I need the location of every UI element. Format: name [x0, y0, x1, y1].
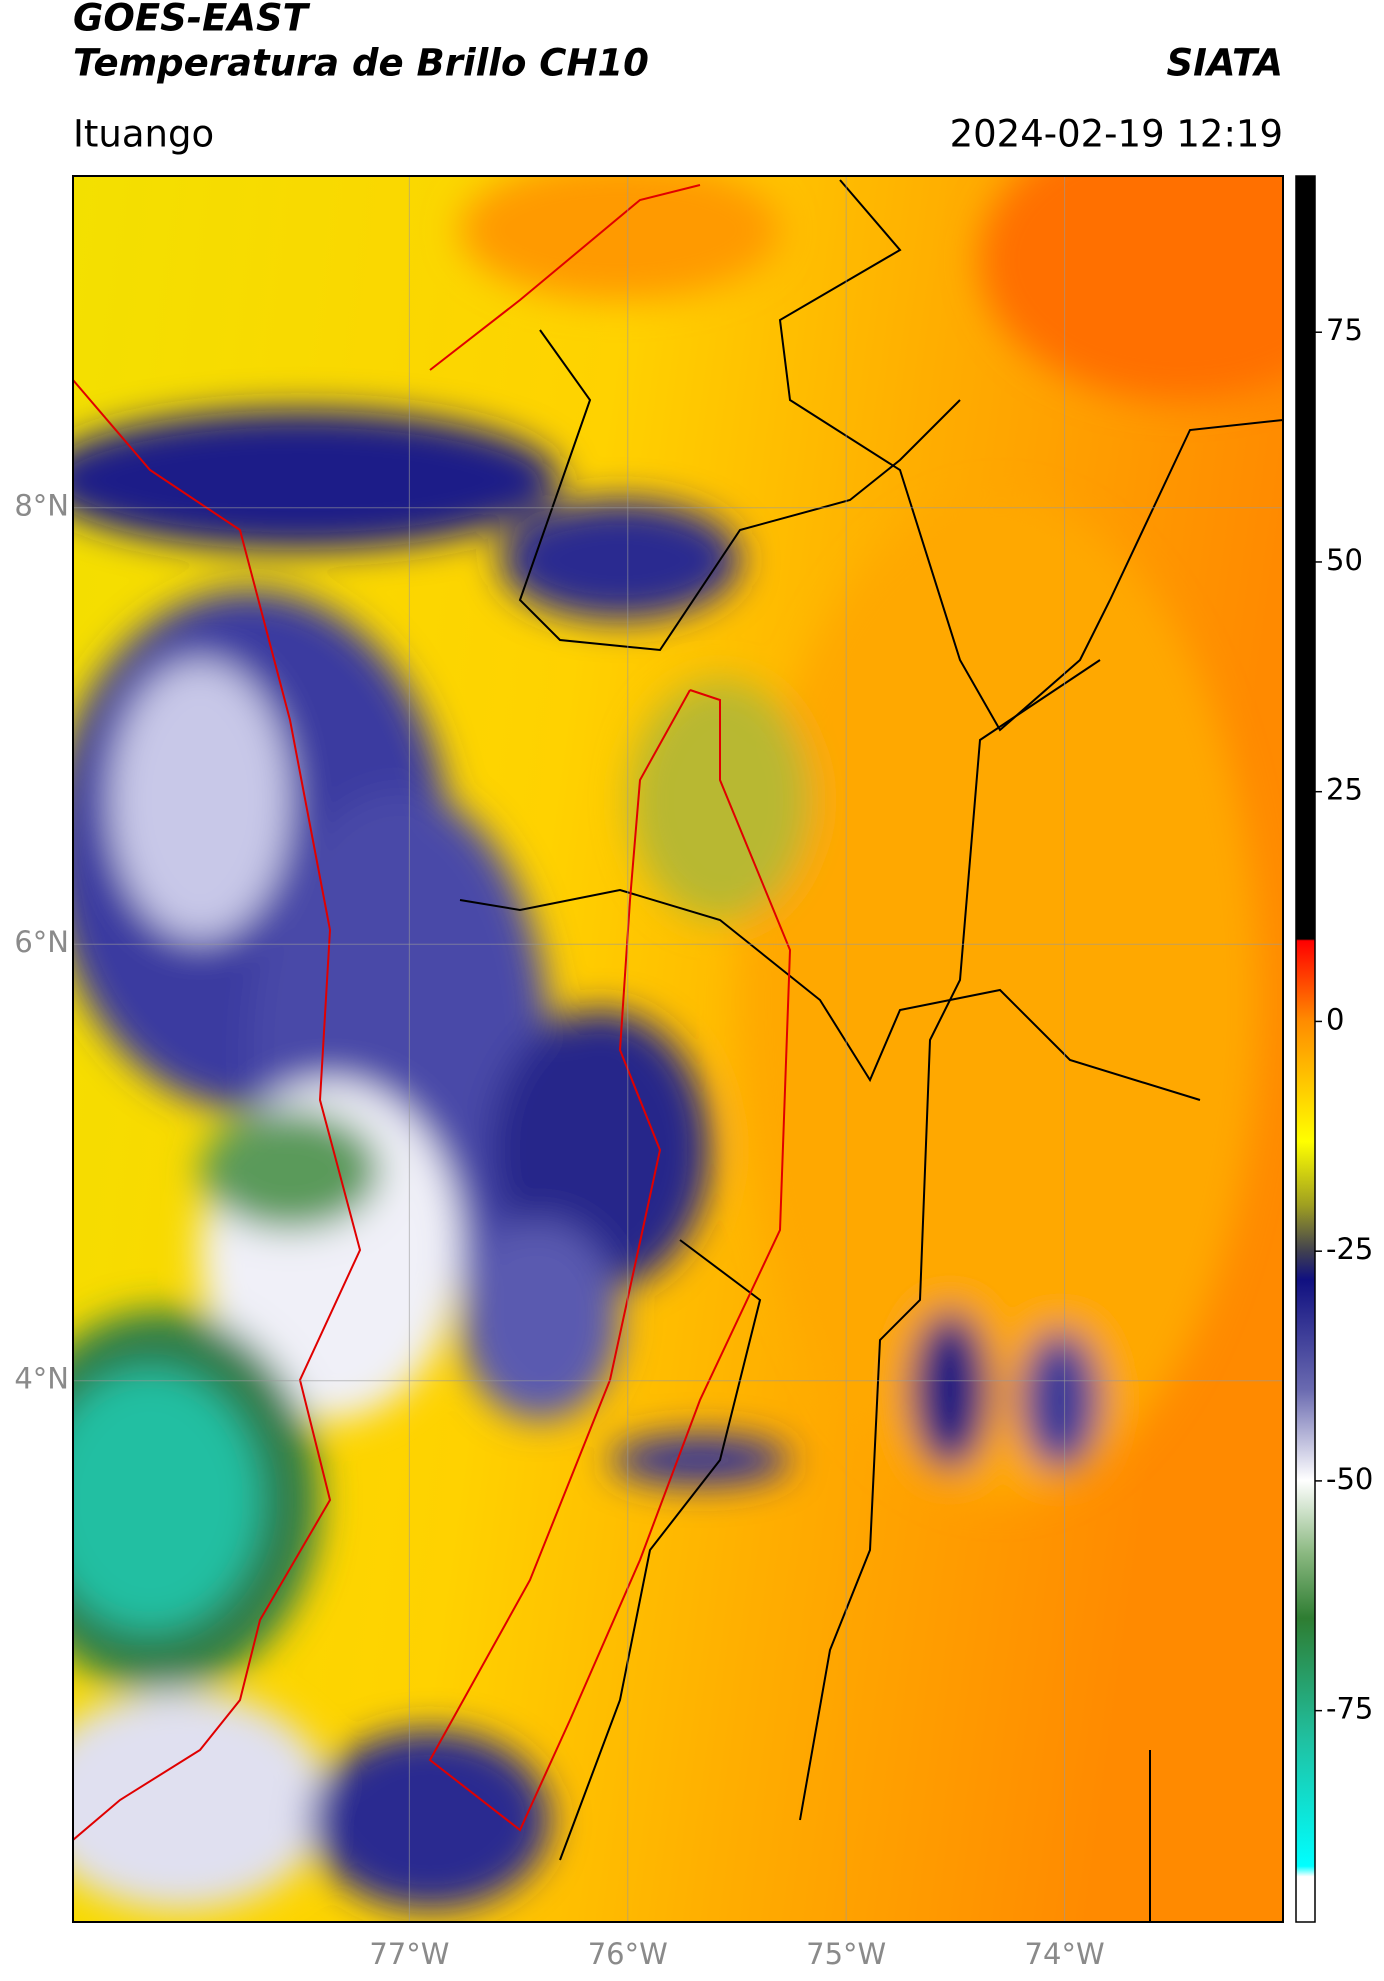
department-border	[73, 184, 792, 1841]
lat-tick-label: 8°N	[14, 489, 69, 523]
colorbar-tick-label: 50	[1326, 543, 1363, 577]
lon-tick-label: 75°W	[806, 1937, 886, 1971]
graticule	[73, 176, 1283, 1922]
cloud-field	[73, 176, 1283, 1910]
subtitle: Temperatura de Brillo CH10	[73, 42, 649, 85]
location: Ituango	[73, 113, 214, 156]
colorbar-tick-label: -25	[1326, 1232, 1373, 1266]
colorbar-tick-label: 75	[1326, 313, 1363, 347]
datetime: 2024-02-19 12:19	[950, 113, 1283, 156]
lon-tick-label: 74°W	[1025, 1937, 1105, 1971]
colorbar-tick-label: -50	[1326, 1462, 1373, 1496]
map-frame	[72, 175, 1284, 1923]
lon-tick-label: 77°W	[369, 1937, 449, 1971]
satellite-image	[73, 176, 1283, 1922]
admin-borders	[459, 179, 1283, 1922]
colorbar-tick-label: -75	[1326, 1692, 1373, 1726]
colorbar-tick-label: 0	[1326, 1002, 1344, 1036]
colorbar	[1295, 175, 1316, 1923]
title: GOES-EAST	[73, 0, 311, 40]
lat-tick-label: 6°N	[14, 925, 69, 959]
source: SIATA	[1166, 42, 1283, 85]
lat-tick-label: 4°N	[14, 1362, 69, 1396]
lon-tick-label: 76°W	[588, 1937, 668, 1971]
colorbar-tick-label: 25	[1326, 773, 1363, 807]
